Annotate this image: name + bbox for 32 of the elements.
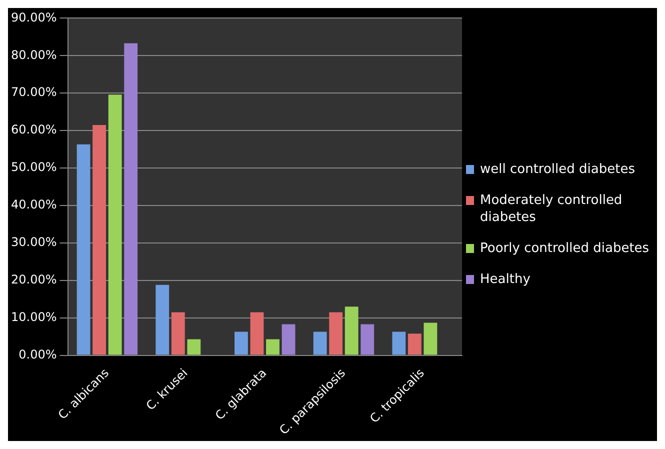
bar [92,124,106,355]
y-tick-label: 0.00% [18,347,57,362]
legend-label: well controlled diabetes [480,161,635,178]
bar [124,43,138,355]
y-tick-label: 50.00% [10,160,57,174]
bar [344,306,358,355]
bar [250,312,264,355]
bar [329,312,343,355]
y-tick-label: 20.00% [10,272,57,287]
bar [392,332,406,355]
bar [156,284,170,355]
y-tick-label: 80.00% [10,48,57,62]
bar [408,334,422,355]
y-tick-label: 40.00% [10,198,57,212]
y-tick-label: 10.00% [10,310,57,324]
bar [424,322,438,355]
bar [234,332,248,355]
legend-label: Poorly controlled diabetes [480,240,650,257]
y-tick-label: 60.00% [10,122,57,137]
legend-label: Healthy [480,271,530,288]
bar [266,339,280,355]
bar [360,324,374,355]
y-tick-label: 70.00% [10,85,57,100]
y-tick-label: 30.00% [10,235,57,250]
y-tick-label: 90.00% [10,10,57,24]
legend-label: Moderately controlled diabetes [480,192,624,226]
bar [313,332,327,355]
bar [76,144,90,355]
bar [171,312,185,355]
bar [187,339,201,355]
bar [282,324,296,355]
bar [108,94,122,355]
